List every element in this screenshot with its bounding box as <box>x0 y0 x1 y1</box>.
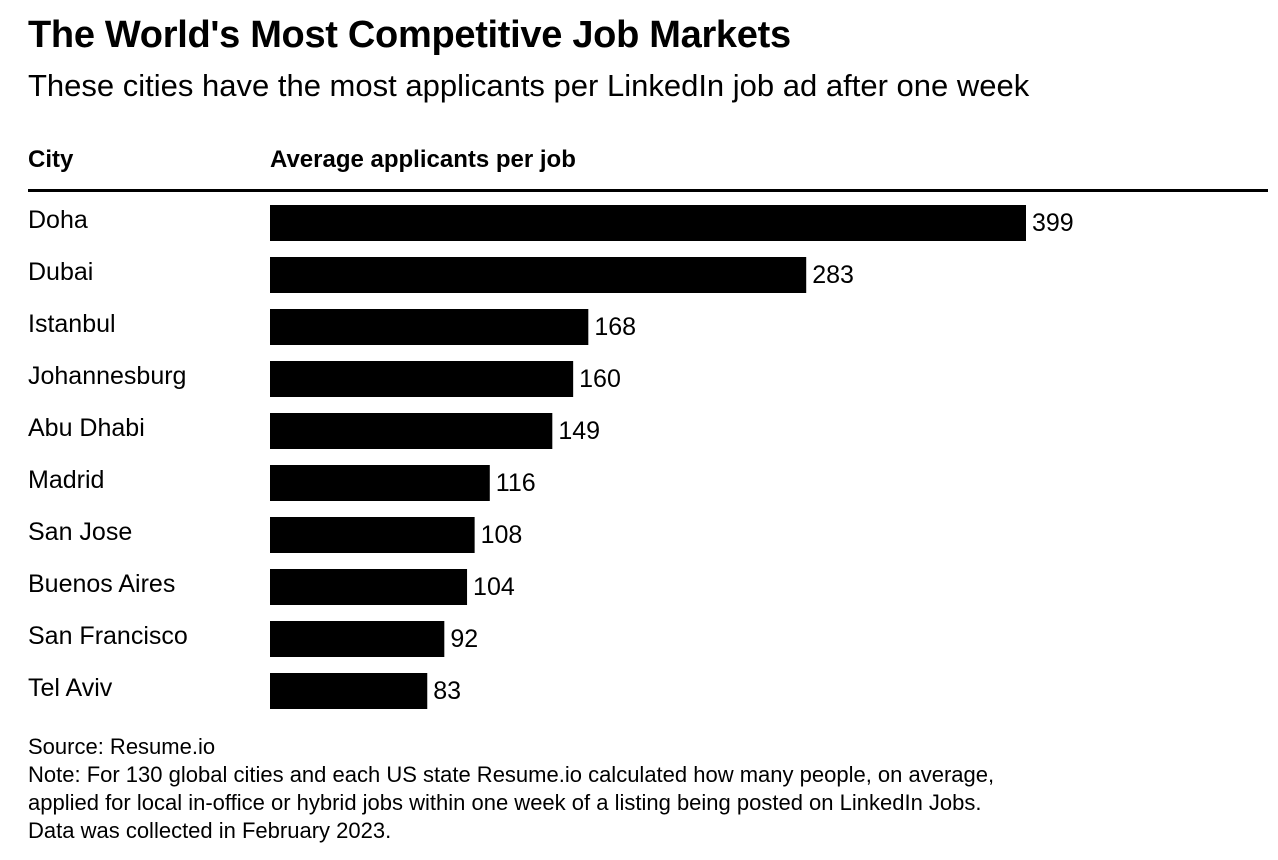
note-line: Note: For 130 global cities and each US … <box>28 762 995 787</box>
note-line: Data was collected in February 2023. <box>28 818 392 843</box>
chart-subtitle: These cities have the most applicants pe… <box>28 68 1030 103</box>
header-rule <box>28 189 1268 192</box>
bar <box>270 621 445 657</box>
value-label: 116 <box>496 469 536 497</box>
city-label: Dubai <box>28 258 93 286</box>
city-label: San Francisco <box>28 622 188 650</box>
bar <box>270 413 553 449</box>
bar <box>270 569 468 605</box>
value-label: 104 <box>473 573 515 601</box>
value-label: 83 <box>433 677 461 705</box>
city-label: Tel Aviv <box>28 674 113 702</box>
city-column-header: City <box>28 146 74 173</box>
bar <box>270 361 574 397</box>
bar <box>270 257 807 293</box>
value-label: 399 <box>1032 209 1074 237</box>
value-label: 168 <box>594 313 636 341</box>
value-label: 92 <box>450 625 478 653</box>
value-column-header: Average applicants per job <box>270 146 576 173</box>
city-label: Buenos Aires <box>28 570 175 598</box>
city-label: Madrid <box>28 466 104 494</box>
note-line: applied for local in-office or hybrid jo… <box>28 790 982 815</box>
bar <box>270 205 1026 241</box>
city-label: Doha <box>28 206 88 234</box>
city-label: Johannesburg <box>28 362 186 390</box>
bar <box>270 517 475 553</box>
chart-title: The World's Most Competitive Job Markets <box>28 14 791 56</box>
bar <box>270 673 428 709</box>
value-label: 160 <box>579 365 621 393</box>
bar-chart: Doha 399 Dubai 283 Istanbul 168 Johannesburg 16… <box>28 205 1074 709</box>
value-label: 149 <box>558 417 600 445</box>
bar <box>270 309 589 345</box>
city-label: Istanbul <box>28 310 116 338</box>
chart-footer: Source: Resume.io Note: For 130 global c… <box>28 733 1258 845</box>
city-label: Abu Dhabi <box>28 414 145 442</box>
bar <box>270 465 490 501</box>
source-note: Source: Resume.io <box>28 734 216 759</box>
value-label: 283 <box>812 261 854 289</box>
value-label: 108 <box>481 521 523 549</box>
city-label: San Jose <box>28 518 132 546</box>
